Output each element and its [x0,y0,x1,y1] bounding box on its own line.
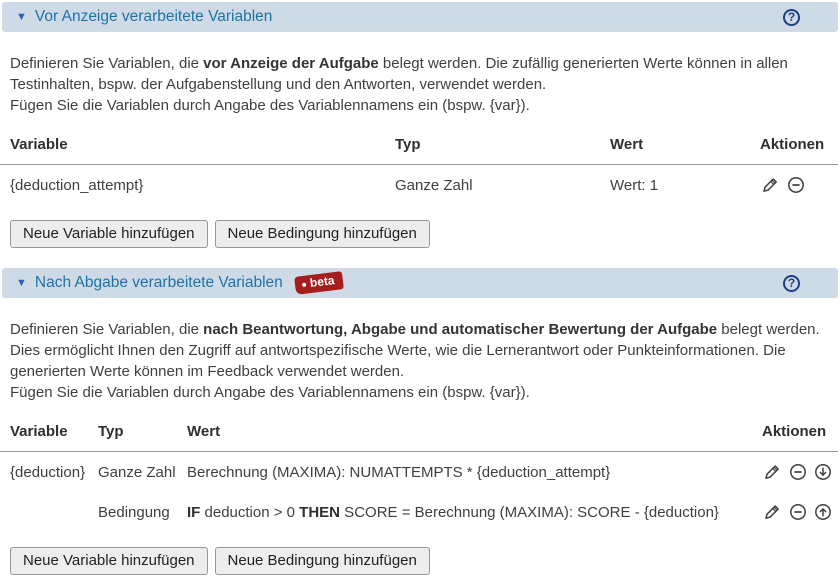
description-text: Definieren Sie Variablen, die [10,55,204,72]
row-actions [762,462,838,482]
minus-circle-icon[interactable] [789,503,807,521]
arrow-down-circle-icon[interactable] [814,463,832,481]
pencil-icon[interactable] [762,462,782,482]
section-header-after-submission[interactable]: ▼ Nach Abgabe verarbeitete Variablen bet… [2,268,838,298]
help-icon[interactable]: ? [783,274,800,292]
table-row: {deduction} Ganze Zahl Berechnung (MAXIM… [0,452,838,492]
column-header-typ: Typ [98,423,124,440]
column-header-typ: Typ [395,136,421,153]
add-condition-button[interactable]: Neue Bedingung hinzufügen [214,547,430,575]
column-header-aktionen: Aktionen [760,136,825,153]
section-title-after-submission: Nach Abgabe verarbeitete Variablen [34,274,283,291]
column-header-variable: Variable [10,136,68,153]
row-actions [762,502,838,522]
section-title-before-display: Vor Anzeige verarbeitete Variablen [34,8,273,25]
add-variable-button[interactable]: Neue Variable hinzufügen [10,547,208,575]
triangle-down-icon[interactable]: ▼ [16,276,27,289]
section-header-before-display[interactable]: ▼ Vor Anzeige verarbeitete Variablen ? [2,2,838,32]
minus-circle-icon[interactable] [789,463,807,481]
triangle-down-icon[interactable]: ▼ [16,10,27,23]
arrow-up-circle-icon[interactable] [814,503,832,521]
beta-badge-dot [301,282,307,287]
table-header-row: Variable Typ Wert Aktionen [0,116,838,165]
variables-table-before: Variable Typ Wert Aktionen {deduction_at… [0,116,838,205]
pencil-icon[interactable] [760,175,780,195]
description-line2: Fügen Sie die Variablen durch Angabe des… [10,97,530,114]
cell-variable: {deduction} [10,463,86,481]
beta-badge: beta [293,271,344,295]
minus-circle-icon[interactable] [787,176,805,194]
cell-typ: Bedingung [98,503,170,521]
table-row: Bedingung IF deduction > 0 THEN SCORE = … [0,492,838,532]
description-text: Definieren Sie Variablen, die [10,321,204,338]
column-header-wert: Wert [610,136,644,153]
pencil-icon[interactable] [762,502,782,522]
description-text: belegt werden. Dies ermöglicht Ihnen den… [10,321,824,380]
description-line2: Fügen Sie die Variablen durch Angabe des… [10,384,530,401]
cell-typ: Ganze Zahl [98,463,176,481]
column-header-wert: Wert [187,423,221,440]
help-icon[interactable]: ? [783,8,800,26]
description-bold: nach Beantwortung, Abgabe und automatisc… [203,321,718,338]
beta-badge-label: beta [308,273,336,291]
description-bold: vor Anzeige der Aufgabe [203,55,379,72]
section-description: Definieren Sie Variablen, die nach Beant… [10,319,828,403]
cell-wert: IF deduction > 0 THEN SCORE = Berechnung… [187,503,719,521]
description-text: belegt werden. Die zufällig generierten … [10,55,792,93]
cell-variable: {deduction_attempt} [10,176,144,194]
section-description: Definieren Sie Variablen, die vor Anzeig… [10,53,828,116]
cell-wert: Berechnung (MAXIMA): NUMATTEMPTS * {dedu… [187,463,611,481]
cell-wert: Wert: 1 [610,176,659,194]
table-header-row: Variable Typ Wert Aktionen [0,403,838,452]
table-row: {deduction_attempt} Ganze Zahl Wert: 1 [0,165,838,205]
row-actions [760,175,838,195]
add-condition-button[interactable]: Neue Bedingung hinzufügen [214,220,430,248]
cell-typ: Ganze Zahl [395,176,473,194]
button-row-after: Neue Variable hinzufügen Neue Bedingung … [10,547,840,575]
variables-table-after: Variable Typ Wert Aktionen {deduction} G… [0,403,838,532]
column-header-aktionen: Aktionen [762,423,827,440]
add-variable-button[interactable]: Neue Variable hinzufügen [10,220,208,248]
button-row-before: Neue Variable hinzufügen Neue Bedingung … [10,220,840,248]
column-header-variable: Variable [10,423,68,440]
